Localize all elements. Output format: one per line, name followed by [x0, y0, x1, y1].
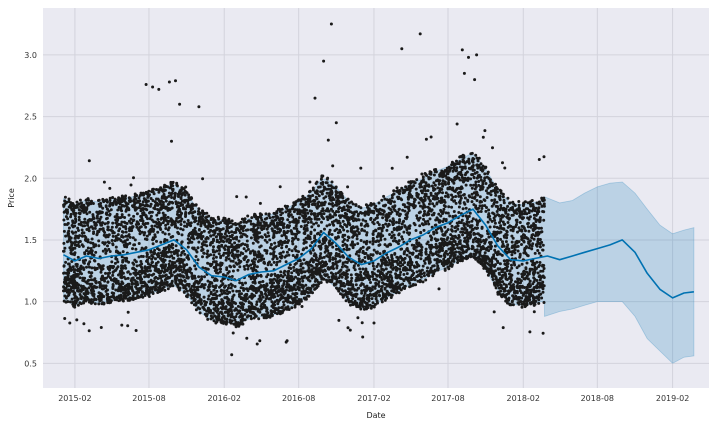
x-tick-label: 2017-02 — [357, 394, 390, 403]
y-tick-label: 1.5 — [24, 236, 37, 245]
forecast-line-path — [63, 208, 694, 299]
plot-background — [43, 8, 709, 388]
x-tick-label: 2016-02 — [208, 394, 241, 403]
x-tick-label: 2015-02 — [58, 394, 91, 403]
y-tick-labels: 0.5 1.0 1.5 2.0 2.5 3.0 — [24, 51, 37, 368]
y-tick-label: 1.0 — [24, 298, 37, 307]
x-tick-label: 2016-08 — [282, 394, 315, 403]
x-tick-label: 2015-08 — [132, 394, 165, 403]
x-tick-label: 2018-02 — [507, 394, 540, 403]
y-tick-label: 0.5 — [24, 359, 37, 368]
x-tick-label: 2017-08 — [431, 394, 464, 403]
x-tick-labels: 2015-02 2015-08 2016-02 2016-08 2017-02 2017-… — [58, 394, 689, 403]
y-tick-label: 2.0 — [24, 174, 37, 183]
observed-points — [62, 22, 546, 357]
forecast-line — [63, 208, 694, 299]
y-tick-label: 3.0 — [24, 51, 37, 60]
x-tick-label: 2018-08 — [581, 394, 614, 403]
y-axis-label: Price — [7, 188, 16, 208]
x-tick-label: 2019-02 — [656, 394, 689, 403]
observed-point-cloud — [62, 22, 546, 357]
y-tick-label: 2.5 — [24, 113, 37, 122]
x-axis-label: Date — [366, 411, 385, 420]
